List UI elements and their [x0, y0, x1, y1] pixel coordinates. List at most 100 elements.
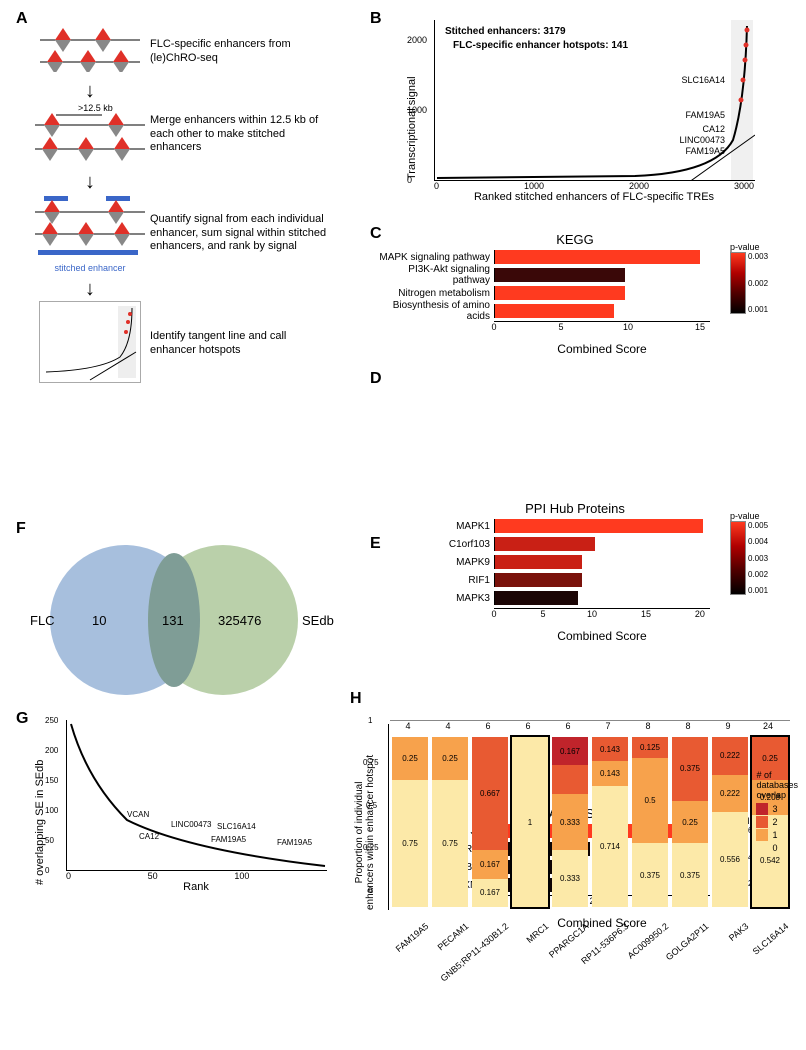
bar-fill [495, 250, 700, 264]
y-axis-label: Proportion of individual enhancers withi… [354, 755, 376, 910]
stacked-column: 60.3330.3330.167PPARGC1A [550, 721, 590, 907]
panel-label-a: A [16, 10, 28, 28]
bar-fill [495, 573, 582, 587]
column-label: GOLGA2P11 [635, 921, 710, 987]
stacked-column: 60.1670.1670.667GNB5;RP11-430B1.2 [470, 721, 510, 907]
stacked-segment: 1 [512, 737, 548, 907]
column-label: MRC1 [475, 921, 550, 987]
bar-label: Biosynthesis of amino acids [370, 300, 494, 322]
bar-label: MAPK1 [370, 521, 494, 532]
callout: SLC16A14 [217, 822, 256, 831]
column-label: AC009950.2 [595, 921, 670, 987]
column-top-count: 8 [670, 721, 706, 737]
panel-d: PPI Hub Proteins MAPK1 C1orf103 MAPK9 RIF1 M… [370, 501, 780, 643]
stacked-segment: 0.143 [592, 761, 628, 785]
column-top-count: 6 [470, 721, 506, 737]
stacked-column: 70.7140.1430.143RP11-536P6.3 [590, 721, 630, 907]
stacked-segment: 0.75 [432, 780, 468, 908]
column-label: PAK3 [675, 921, 750, 987]
stacked-column: 61MRC1 [510, 721, 550, 907]
bar-fill [495, 268, 625, 282]
enhancer-track-icon [35, 28, 145, 72]
stacked-segment: 0.75 [392, 780, 428, 908]
panel-b: Transcriptional signal Stitched enhancer… [400, 20, 770, 210]
bar-fill [495, 537, 595, 551]
bar-row: MAPK3 [370, 590, 780, 606]
bar-label: Nitrogen metabolism [370, 288, 494, 299]
bar-row: C1orf103 [370, 536, 780, 552]
stacked-segment: 0.375 [632, 843, 668, 907]
panel-h: Proportion of individual enhancers withi… [360, 700, 790, 1030]
panel-label-e: E [370, 535, 381, 553]
svg-text:<12.5 kb: <12.5 kb [50, 162, 81, 163]
bar-label: MAPK signaling pathway [370, 252, 494, 263]
venn-left-count: 10 [92, 613, 106, 628]
panel-a: FLC-specific enhancers from (le)ChRO-seq… [30, 28, 330, 392]
callout: CA12 [139, 832, 159, 841]
callout: FAM19A5 [277, 838, 312, 847]
venn-right-label: SEdb [302, 613, 334, 628]
column-label: RP11-536P6.3 [555, 921, 630, 987]
stacked-segment: 0.714 [592, 786, 628, 907]
y-axis-line [388, 724, 389, 910]
bar-fill [495, 555, 582, 569]
stacked-segment: 0.333 [552, 794, 588, 851]
column-top-count: 6 [510, 721, 546, 737]
bar-fill [495, 286, 625, 300]
flow-step-2: Merge enhancers within 12.5 kb of each o… [150, 114, 330, 155]
stacked-segment: 0.333 [552, 850, 588, 907]
arrow-icon: ↓ [30, 172, 150, 192]
column-top-count: 4 [390, 721, 426, 737]
stacked-segment: 0.556 [712, 812, 748, 907]
callout: CA12 [702, 124, 725, 134]
stacked-segment: 0.375 [672, 843, 708, 907]
panel-f-venn: FLC SEdb 10 131 325476 [30, 535, 340, 705]
stitched-label: stitched enhancer [30, 263, 150, 273]
stacked-segment: 0.25 [672, 801, 708, 844]
panel-label-b: B [370, 10, 382, 28]
column-label: PECAM1 [395, 921, 470, 987]
pvalue-legend: p-value 0.005 0.004 0.003 0.002 0.001 [730, 511, 784, 595]
arrow-icon: ↓ [30, 81, 150, 101]
callout: LINC00473 [171, 820, 211, 829]
bar-fill [495, 591, 578, 605]
bar-fill [495, 519, 703, 533]
stacked-segment [552, 765, 588, 793]
stacked-segment: 0.125 [632, 737, 668, 758]
stacked-segment: 0.167 [552, 737, 588, 765]
venn-overlap-count: 131 [162, 613, 184, 628]
panel-label-g: G [16, 710, 28, 728]
hockey-curve [435, 20, 755, 180]
bar-row: Biosynthesis of amino acids [370, 303, 780, 319]
bar-row: MAPK1 [370, 518, 780, 534]
bar-row: RIF1 [370, 572, 780, 588]
stacked-column: 80.3750.50.125AC009950.2 [630, 721, 670, 907]
stacked-segment: 0.222 [712, 775, 748, 813]
column-top-count: 8 [630, 721, 666, 737]
chart-title: PPI Hub Proteins [370, 501, 780, 516]
stitched-icon [30, 194, 150, 260]
flow-step-3: Quantify signal from each individual enh… [150, 213, 330, 254]
stacked-segment: 0.25 [392, 737, 428, 780]
scatter-g: VCAN CA12 LINC00473 FAM19A5 SLC16A14 FAM… [66, 720, 327, 871]
stacked-legend: # of databases overlap 3 2 1 0 [756, 770, 798, 855]
stacked-column: 90.5560.2220.222PAK3 [710, 721, 750, 907]
stacked-segment: 0.222 [712, 737, 748, 775]
venn-left-label: FLC [30, 613, 55, 628]
callout: FAM19A5 [211, 835, 246, 844]
column-label: SLC16A14 [715, 921, 790, 987]
stacked-segment: 0.143 [592, 737, 628, 761]
bar-row: MAPK signaling pathway [370, 249, 780, 265]
stacked-column: 80.3750.250.375GOLGA2P11 [670, 721, 710, 907]
y-axis-label: Transcriptional signal [406, 76, 418, 180]
column-top-count: 9 [710, 721, 746, 737]
callout: LINC00473 [679, 135, 725, 145]
bar-row: MAPK9 [370, 554, 780, 570]
bar-label: PI3K-Akt signaling pathway [370, 264, 494, 286]
panel-c: KEGG MAPK signaling pathwayPI3K-Akt sign… [370, 232, 780, 356]
venn-right-count: 325476 [218, 613, 261, 628]
flow-step-4: Identify tangent line and call enhancer … [150, 330, 330, 358]
svg-text:<12.5 kb: <12.5 kb [96, 162, 127, 163]
column-top-count: 24 [750, 721, 786, 737]
panel-g: # overlapping SE in SEdb VCAN CA12 LINC0… [30, 720, 340, 900]
